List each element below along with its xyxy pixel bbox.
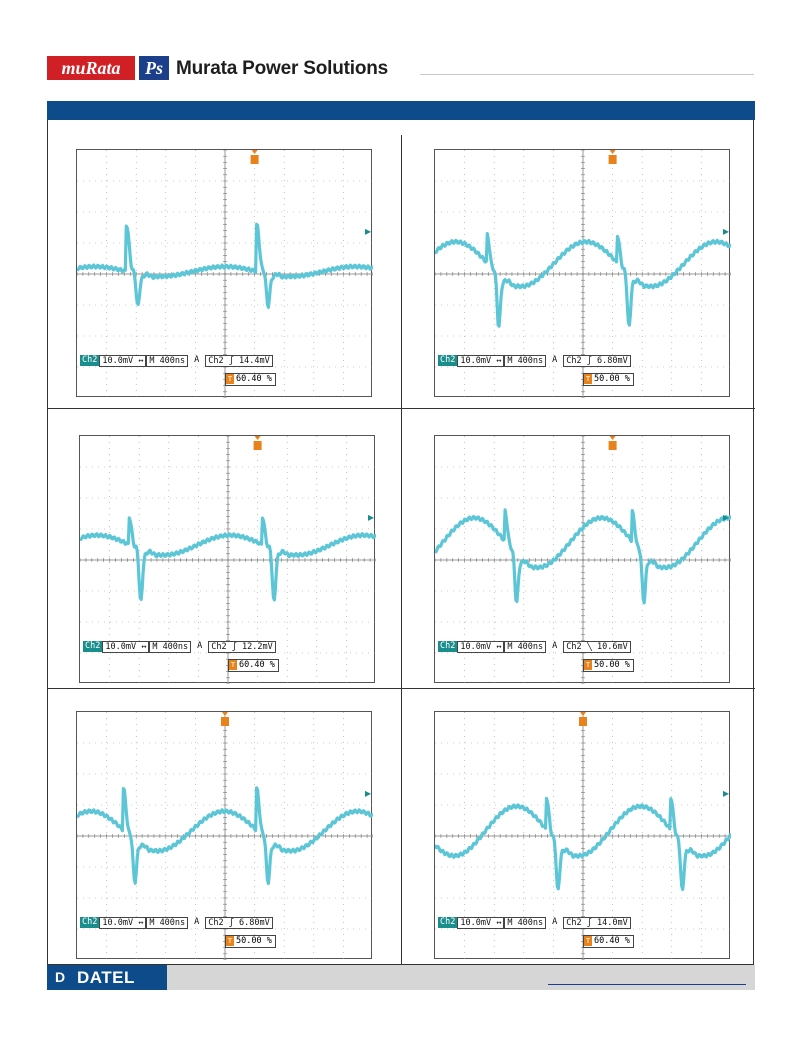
scope-readout: Ch2 10.0mV ↔ M 400ns A Ch2 ʃ 6.80mV xyxy=(80,917,273,929)
trigger-position-readout: T 50.00 % xyxy=(583,659,634,672)
trigger-icon: T xyxy=(229,660,237,670)
acquisition-readout: A xyxy=(552,355,558,365)
scope-readout: Ch2 10.0mV ↔ M 400ns A Ch2 ╲ 10.6mV xyxy=(438,641,631,653)
datel-word: DATEL xyxy=(77,968,135,987)
scope-graticule xyxy=(77,712,373,960)
level-arrow-icon xyxy=(723,514,729,521)
trigger-marker-icon xyxy=(221,712,229,726)
scale-readout: 10.0mV ↔ xyxy=(457,917,505,929)
scope-graticule xyxy=(435,150,731,398)
trigger-position-readout: T 60.40 % xyxy=(583,935,634,948)
level-arrow-icon xyxy=(368,514,374,521)
trigger-readout: Ch2 ʃ 14.0mV xyxy=(563,917,631,929)
waveform-trace xyxy=(77,786,373,886)
channel-badge: Ch2 xyxy=(438,917,458,928)
scope-readout: Ch2 10.0mV ↔ M 400ns A Ch2 ʃ 12.2mV xyxy=(83,641,276,653)
channel-badge: Ch2 xyxy=(80,917,100,928)
timebase-readout: M 400ns xyxy=(504,917,547,929)
oscilloscope-panel: Ch2 10.0mV ↔ M 400ns A Ch2 ʃ 14.0mV T 60.40 % xyxy=(434,711,731,960)
timebase-readout: M 400ns xyxy=(146,917,189,929)
trigger-position-readout: T 50.00 % xyxy=(225,935,276,948)
trigger-marker-icon xyxy=(579,712,587,726)
footer-rule xyxy=(548,984,746,985)
trigger-icon: T xyxy=(584,660,592,670)
trigger-readout: Ch2 ʃ 6.80mV xyxy=(563,355,631,367)
row-divider xyxy=(47,688,755,689)
level-arrow-icon xyxy=(723,228,729,235)
trigger-icon: T xyxy=(584,374,592,384)
section-band xyxy=(47,101,755,120)
header-rule xyxy=(420,74,754,75)
scale-readout: 10.0mV ↔ xyxy=(99,355,147,367)
row-divider xyxy=(47,408,755,409)
trigger-icon: T xyxy=(226,936,234,946)
level-arrow-icon xyxy=(723,790,729,797)
brand-name: Murata Power Solutions xyxy=(176,58,389,79)
timebase-readout: M 400ns xyxy=(504,355,547,367)
channel-badge: Ch2 xyxy=(80,355,100,366)
acquisition-readout: A xyxy=(194,917,200,927)
acquisition-readout: A xyxy=(197,641,203,651)
oscilloscope-panel: Ch2 10.0mV ↔ M 400ns A Ch2 ╲ 10.6mV T 50.00 % xyxy=(434,435,731,684)
waveform-trace xyxy=(80,516,376,602)
trigger-icon: T xyxy=(584,936,592,946)
scale-readout: 10.0mV ↔ xyxy=(457,355,505,367)
column-divider xyxy=(401,135,402,965)
scope-graticule xyxy=(77,150,373,398)
channel-badge: Ch2 xyxy=(438,641,458,652)
waveform-trace xyxy=(435,796,731,891)
level-arrow-icon xyxy=(365,228,371,235)
scope-readout: Ch2 10.0mV ↔ M 400ns A Ch2 ʃ 6.80mV xyxy=(438,355,631,367)
trigger-position-readout: T 60.40 % xyxy=(225,373,276,386)
oscilloscope-panel: Ch2 10.0mV ↔ M 400ns A Ch2 ʃ 6.80mV T 50.00 % xyxy=(76,711,373,960)
scale-readout: 10.0mV ↔ xyxy=(102,641,150,653)
scale-readout: 10.0mV ↔ xyxy=(457,641,505,653)
murata-logo: muRata xyxy=(47,56,135,80)
trigger-position-readout: T 50.00 % xyxy=(583,373,634,386)
trigger-readout: Ch2 ʃ 12.2mV xyxy=(208,641,276,653)
scope-graticule xyxy=(435,712,731,960)
trigger-marker-icon xyxy=(253,436,262,450)
channel-badge: Ch2 xyxy=(438,355,458,366)
trigger-readout: Ch2 ʃ 14.4mV xyxy=(205,355,273,367)
ps-logo: Ps xyxy=(139,56,169,80)
timebase-readout: M 400ns xyxy=(504,641,547,653)
acquisition-readout: A xyxy=(552,917,558,927)
scope-graticule xyxy=(435,436,731,684)
oscilloscope-panel: Ch2 10.0mV ↔ M 400ns A Ch2 ʃ 14.4mV T 60.40 % xyxy=(76,149,373,398)
figure-frame xyxy=(47,120,754,965)
waveform-trace xyxy=(77,222,373,309)
level-arrow-icon xyxy=(365,790,371,797)
trigger-marker-icon xyxy=(608,150,617,164)
scope-readout: Ch2 10.0mV ↔ M 400ns A Ch2 ʃ 14.4mV xyxy=(80,355,273,367)
trigger-marker-icon xyxy=(250,150,259,164)
scope-readout: Ch2 10.0mV ↔ M 400ns A Ch2 ʃ 14.0mV xyxy=(438,917,631,929)
timebase-readout: M 400ns xyxy=(149,641,192,653)
acquisition-readout: A xyxy=(194,355,200,365)
waveform-trace xyxy=(435,232,731,328)
timebase-readout: M 400ns xyxy=(146,355,189,367)
trigger-icon: T xyxy=(226,374,234,384)
trigger-marker-icon xyxy=(608,436,617,450)
page-header: muRata Ps Murata Power Solutions xyxy=(0,0,802,100)
channel-badge: Ch2 xyxy=(83,641,103,652)
trigger-readout: Ch2 ╲ 10.6mV xyxy=(563,641,631,653)
trigger-position-readout: T 60.40 % xyxy=(228,659,279,672)
waveform-trace xyxy=(435,508,731,605)
acquisition-readout: A xyxy=(552,641,558,651)
trigger-readout: Ch2 ʃ 6.80mV xyxy=(205,917,273,929)
datel-mark: D xyxy=(55,969,66,985)
oscilloscope-panel: Ch2 10.0mV ↔ M 400ns A Ch2 ʃ 12.2mV T 60.40 % xyxy=(79,435,376,684)
scale-readout: 10.0mV ↔ xyxy=(99,917,147,929)
datel-logo: D DATEL xyxy=(47,965,167,990)
oscilloscope-panel: Ch2 10.0mV ↔ M 400ns A Ch2 ʃ 6.80mV T 50.00 % xyxy=(434,149,731,398)
